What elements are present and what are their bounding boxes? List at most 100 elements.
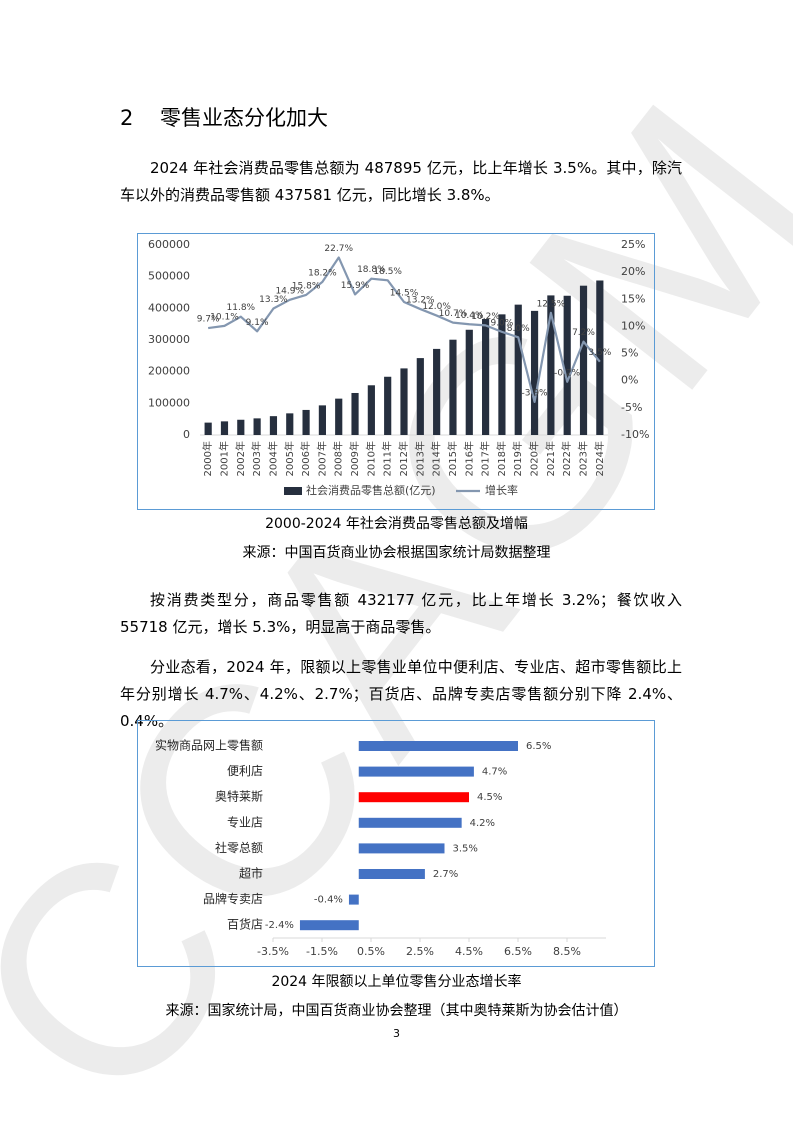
figure-source: 来源：国家统计局，中国百货商业协会整理（其中奥特莱斯为协会估计值） — [165, 1003, 628, 1019]
x-tick-label: 2009年 — [348, 441, 361, 476]
paragraph: 分业态看，2024 年，限额以上零售业单位中便利店、专业店、超市零售额比上年分别… — [120, 658, 682, 730]
x-tick-label: 0.5% — [357, 945, 385, 958]
legend-label: 增长率 — [485, 483, 518, 497]
legend-swatch — [284, 487, 302, 495]
bar — [348, 894, 359, 905]
data-label: -3.9% — [521, 388, 548, 398]
data-label: 14.9% — [275, 286, 304, 296]
bar — [299, 920, 359, 931]
y2-tick-label: 25% — [621, 238, 645, 251]
data-label: 9.7% — [197, 315, 220, 325]
data-label: 8.0% — [507, 324, 530, 334]
bar — [449, 339, 457, 435]
x-tick-label: 2015年 — [446, 441, 459, 476]
x-tick-label: 2018年 — [495, 441, 508, 476]
category-label: 品牌专卖店 — [203, 891, 263, 906]
data-label: 2.7% — [433, 869, 458, 880]
bar — [351, 392, 359, 435]
bar — [433, 348, 441, 435]
bar — [416, 358, 424, 435]
bar — [400, 368, 408, 435]
data-label: -0.4% — [314, 895, 343, 906]
data-label: 18.8% — [357, 265, 386, 275]
x-tick-label: 2007年 — [315, 441, 328, 476]
page-number: 3 — [393, 1027, 400, 1040]
data-label: 3.5% — [588, 348, 611, 358]
y2-tick-label: 15% — [621, 292, 645, 305]
category-label: 社零总额 — [215, 840, 263, 855]
section-heading: 2 零售业态分化加大 — [120, 102, 328, 132]
section-number: 2 — [120, 106, 134, 130]
x-tick-label: 2008年 — [332, 441, 345, 476]
y2-tick-label: 10% — [621, 319, 645, 332]
category-label: 超市 — [239, 866, 263, 881]
y2-tick-label: 0% — [621, 374, 638, 387]
bar — [514, 304, 522, 435]
bar — [358, 869, 425, 879]
figure-caption: 2024 年限额以上单位零售分业态增长率 — [271, 974, 522, 990]
y-tick-label: 600000 — [148, 238, 190, 251]
bar — [465, 329, 473, 435]
bar — [204, 422, 212, 435]
data-label: 11.8% — [227, 303, 256, 313]
x-tick-label: 8.5% — [553, 945, 581, 958]
y2-tick-label: 5% — [621, 347, 638, 360]
y-tick-label: 300000 — [148, 333, 190, 346]
bar — [237, 419, 245, 435]
bar — [579, 285, 588, 435]
x-tick-label: 2004年 — [266, 441, 279, 476]
x-tick-label: 2005年 — [283, 441, 296, 476]
data-label: 10.7% — [439, 309, 468, 319]
bar — [498, 314, 506, 435]
x-tick-label: -1.5% — [306, 945, 338, 958]
y2-tick-label: -5% — [621, 401, 642, 414]
y-tick-label: 500000 — [148, 270, 190, 283]
data-label: 22.7% — [324, 244, 353, 254]
data-label: 14.5% — [390, 289, 419, 299]
x-tick-label: 2022年 — [560, 441, 573, 476]
x-tick-label: 2014年 — [430, 441, 443, 476]
bar — [563, 295, 571, 435]
y-tick-label: 200000 — [148, 365, 190, 378]
x-tick-label: 2016年 — [462, 441, 475, 476]
x-tick-label: 2000年 — [201, 441, 214, 476]
bar — [358, 741, 518, 751]
data-label: 15.8% — [292, 281, 321, 291]
x-tick-label: -3.5% — [257, 945, 289, 958]
y-tick-label: 400000 — [148, 301, 190, 314]
data-label: 18.5% — [373, 267, 402, 277]
data-label: -0.2% — [554, 368, 581, 378]
section-title: 零售业态分化加大 — [160, 106, 328, 130]
data-label: 4.7% — [482, 767, 507, 778]
x-tick-label: 2002年 — [234, 441, 247, 476]
x-tick-label: 2012年 — [397, 441, 410, 476]
data-label: 15.9% — [341, 281, 370, 291]
y2-tick-label: 20% — [621, 265, 645, 278]
x-tick-label: 2010年 — [364, 441, 377, 476]
y-tick-label: 100000 — [148, 396, 190, 409]
category-label: 实物商品网上零售额 — [155, 738, 263, 753]
x-tick-label: 4.5% — [455, 945, 483, 958]
growth-line — [208, 256, 601, 403]
bar — [530, 310, 539, 435]
data-label: 10.4% — [455, 311, 484, 321]
x-tick-label: 6.5% — [504, 945, 532, 958]
x-tick-label: 2.5% — [406, 945, 434, 958]
bar — [286, 413, 294, 435]
data-label: 12.0% — [422, 302, 451, 312]
bar — [335, 398, 343, 435]
bar — [384, 376, 392, 435]
data-label: 12.5% — [537, 299, 566, 309]
data-label: 4.2% — [470, 818, 495, 829]
figure-caption: 2000-2024 年社会消费品零售总额及增幅 — [265, 516, 528, 532]
paragraph: 按消费类型分，商品零售额 432177 亿元，比上年增长 3.2%；餐饮收入 5… — [120, 591, 682, 636]
bar — [269, 416, 278, 435]
figure-source: 来源：中国百货商业协会根据国家统计局数据整理 — [242, 545, 551, 561]
x-tick-label: 2011年 — [381, 441, 394, 476]
bar — [358, 766, 474, 777]
bar — [318, 405, 326, 435]
bar — [358, 817, 462, 828]
y2-tick-label: -10% — [621, 428, 649, 441]
data-label: 18.2% — [308, 268, 337, 278]
